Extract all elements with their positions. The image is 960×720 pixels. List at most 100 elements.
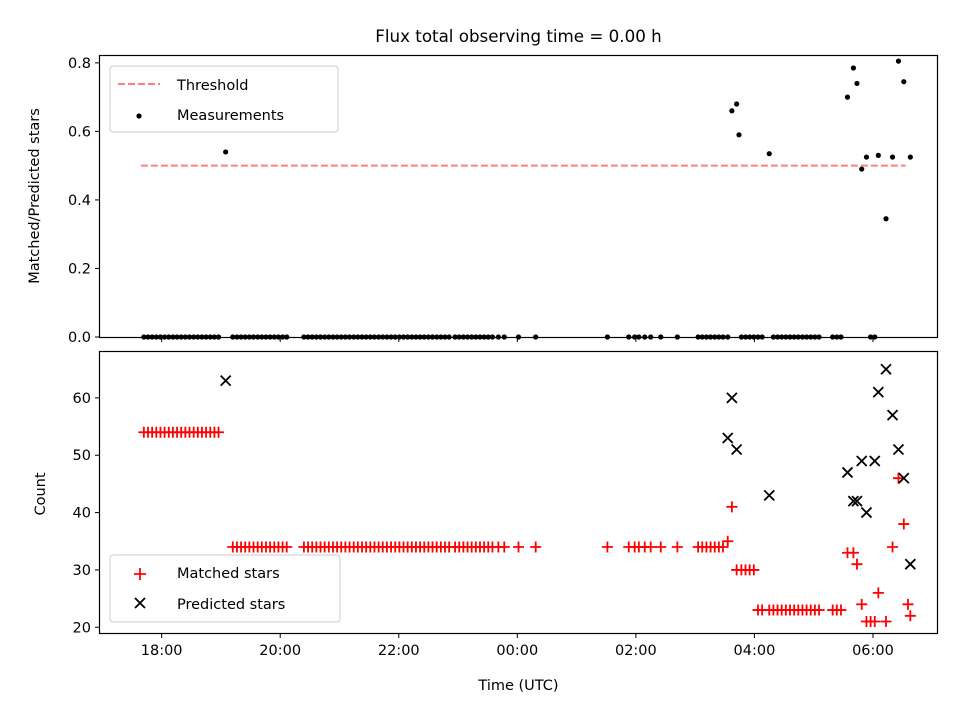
matched-stars-point [887, 541, 899, 553]
predicted-stars-point [898, 472, 910, 484]
matched-stars-point [904, 610, 916, 622]
top-legend: Threshold Measurements [109, 65, 339, 133]
measurement-point [734, 101, 740, 107]
measurement-point [863, 154, 870, 160]
measurement-point [901, 79, 907, 85]
predicted-stars-point [892, 443, 905, 456]
top-y-tick-label: 0.0 [68, 330, 91, 346]
predicted-stars-point [722, 432, 734, 444]
predicted-stars-point [880, 363, 892, 375]
matched-stars-point [726, 501, 738, 513]
bottom-y-tick-label: 50 [73, 448, 91, 464]
legend-measurements-label: Measurements [177, 108, 284, 124]
bottom-panel-axes: 18:00 20:00 22:00 00:00 02:00 04:00 06:00 20 30 4… [73, 391, 894, 659]
measurement-point [766, 151, 772, 157]
top-panel-marks [140, 58, 913, 340]
measurement-point [895, 58, 902, 64]
bottom-y-tick-label: 20 [73, 620, 91, 636]
top-y-tick-label: 0.4 [68, 193, 91, 209]
matched-stars-legend-plus-icon [134, 568, 146, 580]
matched-stars-point [898, 518, 910, 530]
top-y-axis-label: Matched/Predicted stars [27, 108, 43, 284]
matched-stars-point [880, 616, 892, 628]
legend-predicted-stars-label: Predicted stars [177, 597, 285, 613]
matched-stars-point [645, 541, 657, 553]
measurement-point [736, 132, 742, 138]
measurement-point [854, 80, 860, 87]
bottom-legend-box [109, 554, 341, 623]
measurement-point [844, 94, 851, 100]
predicted-stars-point [763, 489, 775, 502]
matched-stars-point [601, 541, 613, 553]
matched-stars-point [530, 541, 542, 553]
measurement-point [223, 149, 229, 155]
bottom-x-tick-label: 02:00 [615, 643, 657, 659]
matched-stars-point [835, 604, 847, 616]
matched-stars-point [872, 587, 884, 599]
matched-stars-point [847, 547, 859, 559]
matched-stars-point [513, 541, 524, 553]
measurement-point [859, 166, 865, 172]
measurement-point [889, 154, 896, 160]
bottom-y-tick-label: 40 [73, 506, 91, 522]
matched-stars-point [813, 604, 825, 616]
bottom-x-tick-label: 18:00 [141, 643, 183, 659]
predicted-stars-point [886, 409, 899, 421]
predicted-stars-point [841, 466, 854, 479]
measurement-point [875, 152, 881, 158]
bottom-x-tick-label: 06:00 [852, 643, 894, 659]
top-y-tick-label: 0.8 [68, 56, 91, 72]
measurement-point [883, 216, 889, 222]
measurement-point [850, 65, 857, 71]
measurements-legend-dot-icon [136, 113, 142, 119]
bottom-y-tick-label: 60 [73, 391, 91, 407]
bottom-y-tick-label: 30 [73, 563, 91, 579]
bottom-panel-frame [98, 350, 939, 635]
matched-stars-point [902, 598, 914, 610]
predicted-stars-point [904, 558, 916, 570]
bottom-x-tick-label: 04:00 [734, 643, 776, 659]
matched-stars-point [498, 541, 510, 553]
matched-stars-point [748, 564, 760, 576]
matched-stars-point [869, 616, 881, 628]
predicted-stars-point [869, 455, 881, 467]
bottom-panel: 18:00 20:00 22:00 00:00 02:00 04:00 06:00 20 30 4… [33, 350, 939, 694]
predicted-stars-point [860, 506, 873, 519]
matched-stars-point [655, 541, 667, 553]
top-panel-frame [98, 54, 939, 339]
bottom-y-axis-label: Count [33, 472, 49, 515]
predicted-stars-point [872, 386, 884, 398]
predicted-stars-point [220, 375, 232, 387]
bottom-panel-marks [138, 363, 916, 628]
matched-stars-point [892, 472, 904, 484]
chart-title: Flux total observing time = 0.00 h [375, 26, 661, 46]
x-axis-label: Time (UTC) [477, 678, 558, 694]
bottom-x-tick-label: 00:00 [496, 643, 538, 659]
matched-stars-point [671, 541, 683, 553]
matched-stars-point [213, 426, 225, 438]
top-legend-box [109, 65, 339, 133]
predicted-stars-legend-cross-icon [134, 597, 146, 609]
predicted-stars-point [726, 392, 738, 404]
measurement-point [729, 108, 735, 114]
bottom-x-tick-label: 20:00 [259, 643, 301, 659]
legend-threshold-label: Threshold [176, 78, 248, 94]
matched-stars-point [856, 598, 868, 610]
predicted-stars-point [731, 443, 743, 456]
top-y-tick-label: 0.6 [68, 124, 91, 140]
predicted-stars-point [856, 455, 868, 467]
matched-stars-point [722, 535, 734, 547]
predicted-stars-point [851, 495, 863, 507]
bottom-x-tick-label: 22:00 [378, 643, 420, 659]
top-panel-axes: 0.0 0.2 0.4 0.6 0.8 [68, 56, 874, 346]
measurement-point [907, 154, 913, 160]
bottom-legend: Matched stars Predicted stars [109, 554, 341, 623]
matched-stars-point [281, 541, 293, 553]
top-y-tick-label: 0.2 [68, 261, 91, 277]
legend-matched-stars-label: Matched stars [177, 566, 280, 582]
predicted-stars-point [847, 495, 860, 507]
top-panel: 0.00.20.40.60.8 Matched/Predicted stars … [27, 54, 939, 346]
matched-stars-point [717, 541, 729, 553]
matched-stars-point [851, 558, 863, 570]
